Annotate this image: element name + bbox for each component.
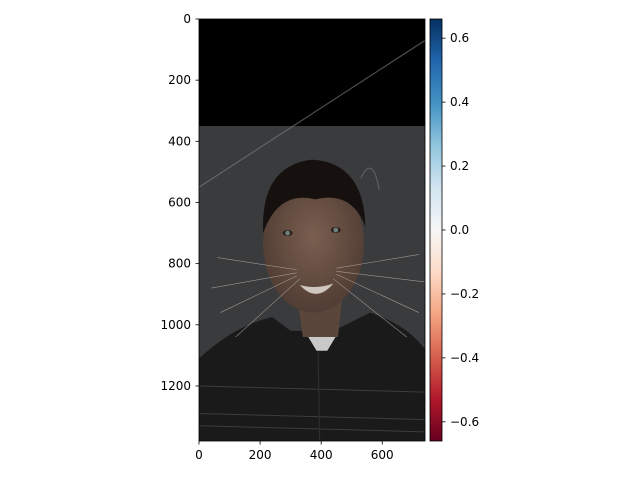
colorbar-tick-label: 0.0 (450, 223, 469, 237)
hair-shape (262, 159, 366, 234)
ear-outline (360, 167, 380, 191)
plaid-line (199, 412, 425, 421)
plaid-line (199, 425, 425, 433)
face-shape (263, 174, 364, 313)
x-tick-label: 200 (249, 448, 272, 462)
y-tick-label: 1000 (160, 318, 191, 332)
y-tick-label: 1200 (160, 379, 191, 393)
whisker-line (235, 278, 300, 338)
colorbar-tick-label: 0.6 (450, 31, 469, 45)
undershirt-shape (307, 335, 337, 351)
image-diagonal-line (199, 39, 425, 188)
y-tick-label: 0 (183, 12, 191, 26)
colorbar-tick-label: −0.2 (450, 287, 479, 301)
shirt-plaid-lines (199, 352, 425, 441)
y-axis: 0 200 400 600 800 1000 1200 (160, 12, 199, 393)
shirt-shape (199, 312, 425, 441)
whisker-line (336, 274, 420, 313)
x-tick-label: 0 (195, 448, 203, 462)
eye (285, 230, 290, 236)
whisker-line (217, 257, 297, 271)
colorbar (429, 18, 443, 442)
image-plot (199, 19, 425, 441)
whisker-line (336, 254, 419, 269)
y-tick-label: 800 (168, 257, 191, 271)
whisker-line (211, 272, 297, 289)
colorbar-tick-label: −0.6 (450, 415, 479, 429)
image-top-band (199, 19, 425, 127)
y-tick-label: 200 (168, 73, 191, 87)
whisker-line (333, 278, 407, 338)
whiskers (211, 254, 425, 338)
y-tick-label: 400 (168, 134, 191, 148)
shirt-placket (317, 352, 321, 441)
x-tick-label: 400 (310, 448, 333, 462)
x-tick-label: 600 (371, 448, 394, 462)
mouth-shape (299, 283, 334, 294)
colorbar-axis: 0.6 0.4 0.2 0.0 −0.2 −0.4 −0.6 (442, 31, 479, 429)
colorbar-tick-label: 0.4 (450, 95, 469, 109)
x-axis: 0 200 400 600 (195, 441, 394, 462)
colorbar-tick-label: −0.4 (450, 351, 479, 365)
plaid-line (199, 385, 425, 393)
eyes (282, 227, 341, 237)
colorbar-tick-label: 0.2 (450, 159, 469, 173)
image-axes-frame (198, 18, 426, 442)
whisker-line (220, 275, 297, 313)
y-tick-label: 600 (168, 195, 191, 209)
eye (333, 227, 339, 233)
whisker-line (336, 270, 425, 283)
